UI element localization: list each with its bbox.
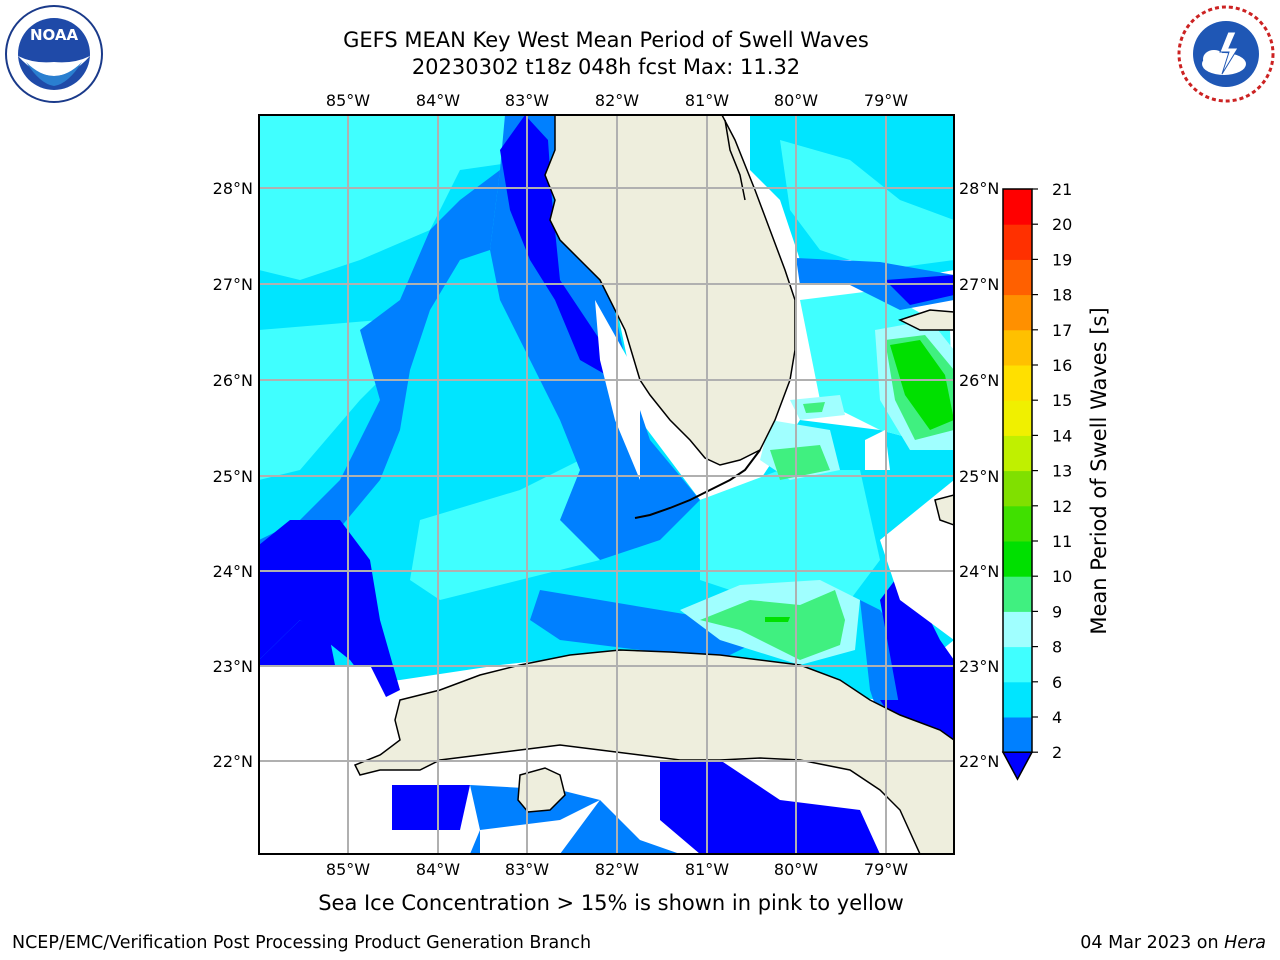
colorbar-tick-label: 19 xyxy=(1052,250,1072,269)
colorbar-extend-triangle xyxy=(1001,751,1034,781)
lat-label-left: 22°N xyxy=(213,752,253,771)
colorbar-tick-label: 20 xyxy=(1052,215,1072,234)
colorbar-tick-label: 16 xyxy=(1052,356,1072,375)
colorbar-tick-label: 12 xyxy=(1052,497,1072,516)
lon-label-top: 80°W xyxy=(774,91,818,110)
lon-label-bottom: 82°W xyxy=(595,860,639,879)
colorbar-segment xyxy=(1003,224,1032,260)
lat-label-left: 28°N xyxy=(213,179,253,198)
colorbar-tick-label: 14 xyxy=(1052,426,1072,445)
footer-credit: NCEP/EMC/Verification Post Processing Pr… xyxy=(12,933,592,953)
lat-label-right: 24°N xyxy=(959,562,999,581)
national-weather-service-logo-icon xyxy=(1177,5,1275,103)
map-area xyxy=(259,115,954,854)
colorbar-tick-label: 11 xyxy=(1052,532,1072,551)
lat-label-right: 23°N xyxy=(959,657,999,676)
colorbar-segment xyxy=(1003,294,1032,331)
lon-label-top: 84°W xyxy=(416,91,460,110)
lon-label-top: 79°W xyxy=(864,91,908,110)
noaa-logo-text: NOAA xyxy=(30,26,79,44)
colorbar-tick-label: 2 xyxy=(1052,743,1062,762)
colorbar-tick-label: 8 xyxy=(1052,638,1062,657)
lon-label-bottom: 83°W xyxy=(505,860,549,879)
lon-label-top: 82°W xyxy=(595,91,639,110)
lon-label-bottom: 84°W xyxy=(416,860,460,879)
colorbar-tick-label: 10 xyxy=(1052,567,1072,586)
lat-labels: 28°N 27°N 26°N 25°N 24°N 23°N 22°N 28°N … xyxy=(213,179,1000,771)
lon-label-bottom: 85°W xyxy=(326,860,370,879)
chart-subtitle: 20230302 t18z 048h fcst Max: 11.32 xyxy=(411,55,801,79)
lat-label-right: 28°N xyxy=(959,179,999,198)
lon-label-top: 83°W xyxy=(505,91,549,110)
footer-date: 04 Mar 2023 on Hera xyxy=(1080,933,1266,953)
colorbar-segment xyxy=(1003,400,1032,436)
colorbar-segment xyxy=(1003,541,1032,577)
colorbar-tick-label: 13 xyxy=(1052,462,1072,481)
sea-ice-footnote: Sea Ice Concentration > 15% is shown in … xyxy=(318,891,904,915)
lat-label-right: 27°N xyxy=(959,275,999,294)
colorbar-segment xyxy=(1003,717,1032,753)
footer-date-text: 04 Mar 2023 on xyxy=(1080,933,1225,953)
colorbar-segment xyxy=(1003,365,1032,401)
colorbar-tick-label: 6 xyxy=(1052,673,1062,692)
colorbar-segment xyxy=(1003,470,1032,507)
map-frame xyxy=(258,114,955,855)
colorbar-segment xyxy=(1003,681,1032,718)
colorbar-tick-label: 18 xyxy=(1052,286,1072,305)
colorbar-segment xyxy=(1003,435,1032,472)
lon-label-bottom: 79°W xyxy=(864,860,908,879)
lat-label-right: 25°N xyxy=(959,467,999,486)
colorbar-tick-label: 21 xyxy=(1052,180,1072,199)
colorbar-segment xyxy=(1003,646,1032,683)
colorbar-tick-label: 4 xyxy=(1052,708,1062,727)
colorbar-segment xyxy=(1003,611,1032,648)
colorbar-segment xyxy=(1003,259,1032,296)
noaa-logo-icon: NOAA xyxy=(5,5,103,103)
lat-label-left: 24°N xyxy=(213,562,253,581)
colorbar-label: Mean Period of Swell Waves [s] xyxy=(1087,307,1111,634)
lon-labels: 85°W 84°W 83°W 82°W 81°W 80°W 79°W 85°W … xyxy=(326,91,908,879)
lon-label-bottom: 80°W xyxy=(774,860,818,879)
lat-label-left: 27°N xyxy=(213,275,253,294)
lon-label-top: 85°W xyxy=(326,91,370,110)
lon-label-top: 81°W xyxy=(685,91,729,110)
lat-label-left: 25°N xyxy=(213,467,253,486)
lat-label-right: 22°N xyxy=(959,752,999,771)
colorbar: 2 4 6 8 9 10 11 12 13 14 15 16 17 18 19 20 21 xyxy=(1001,180,1072,781)
colorbar-segment xyxy=(1003,505,1032,542)
colorbar-tick-label: 17 xyxy=(1052,321,1072,340)
footer-machine: Hera xyxy=(1224,933,1266,953)
colorbar-segment xyxy=(1003,576,1032,612)
colorbar-segment xyxy=(1003,189,1032,225)
colorbar-segment xyxy=(1003,329,1032,366)
lat-label-left: 23°N xyxy=(213,657,253,676)
graticule xyxy=(259,115,954,854)
colorbar-tick-label: 15 xyxy=(1052,391,1072,410)
lat-label-left: 26°N xyxy=(213,371,253,390)
chart-title: GEFS MEAN Key West Mean Period of Swell … xyxy=(343,28,869,52)
lat-label-right: 26°N xyxy=(959,371,999,390)
colorbar-tick-label: 9 xyxy=(1052,602,1062,621)
lon-label-bottom: 81°W xyxy=(685,860,729,879)
